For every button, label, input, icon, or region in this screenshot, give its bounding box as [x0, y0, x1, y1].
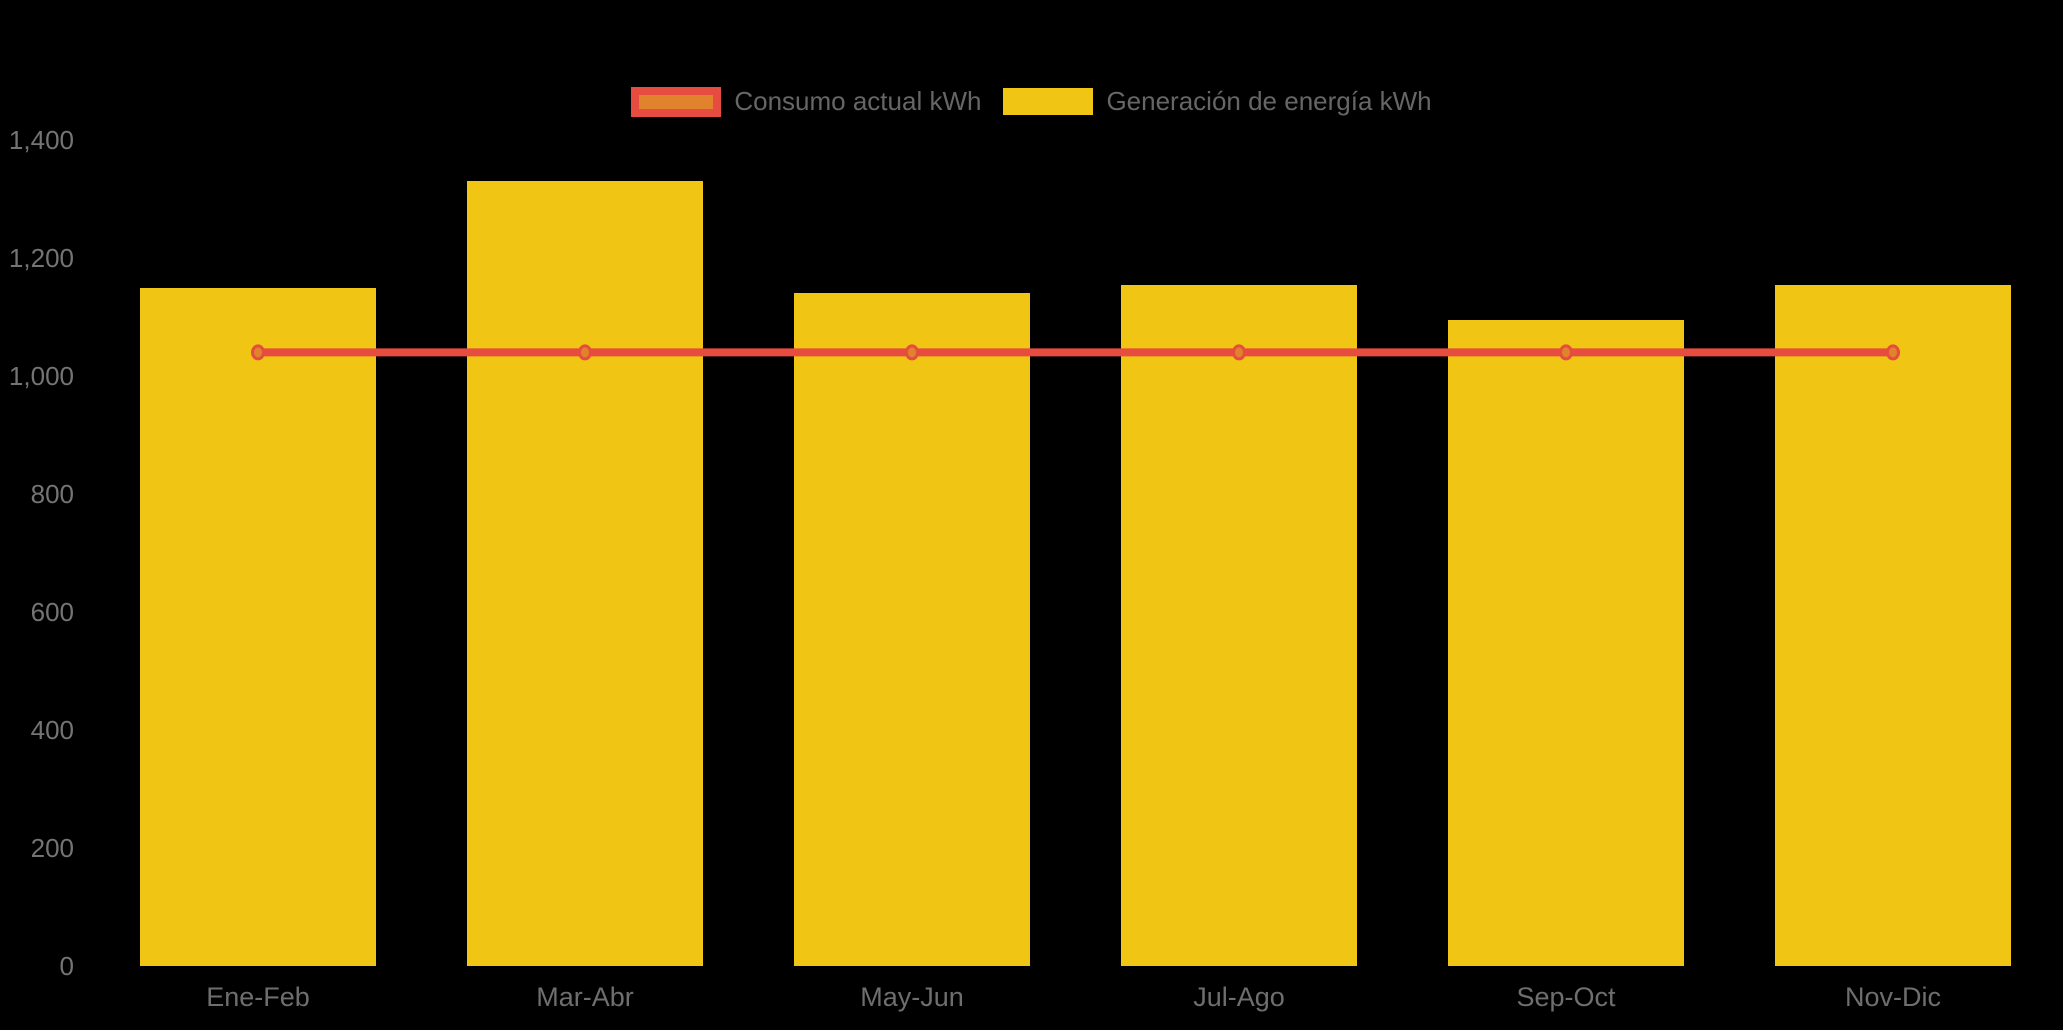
line-point-ene-feb[interactable]: [251, 344, 265, 361]
bar-jul-ago[interactable]: [1121, 284, 1357, 966]
y-tick-0: 0: [59, 951, 74, 981]
line-point-jul-ago[interactable]: [1232, 344, 1246, 361]
y-tick-1000: 1,000: [8, 361, 74, 391]
x-tick-nov-dic: Nov-Dic: [1844, 982, 1941, 1012]
legend-label: Consumo actual kWh: [734, 86, 982, 116]
x-tick-jul-ago: Jul-Ago: [1193, 982, 1285, 1012]
x-tick-may-jun: May-Jun: [860, 982, 964, 1012]
line-point-may-jun[interactable]: [905, 344, 919, 361]
chart-legend: Consumo actual kWh Generación de energía …: [0, 86, 2063, 117]
x-tick-sep-oct: Sep-Oct: [1516, 982, 1616, 1012]
y-tick-600: 600: [30, 597, 74, 627]
x-tick-ene-feb: Ene-Feb: [206, 982, 310, 1012]
x-tick-mar-abr: Mar-Abr: [536, 982, 634, 1012]
legend-item-generaci-n-de-energ-a-kwh[interactable]: Generación de energía kWh: [1003, 86, 1432, 117]
line-point-nov-dic[interactable]: [1886, 344, 1900, 361]
line-point-sep-oct[interactable]: [1559, 344, 1573, 361]
bar-sep-oct[interactable]: [1448, 319, 1684, 966]
legend-swatch-bar: [1003, 88, 1094, 115]
y-tick-400: 400: [30, 715, 74, 745]
y-tick-1200: 1,200: [8, 243, 74, 273]
line-point-mar-abr[interactable]: [578, 344, 592, 361]
legend-item-consumo-actual-kwh[interactable]: Consumo actual kWh: [631, 86, 981, 117]
bar-may-jun[interactable]: [794, 293, 1030, 966]
y-tick-800: 800: [30, 479, 74, 509]
bar-nov-dic[interactable]: [1775, 284, 2011, 966]
y-tick-1400: 1,400: [8, 125, 74, 155]
bar-mar-abr[interactable]: [467, 181, 703, 966]
bar-ene-feb[interactable]: [140, 287, 376, 966]
legend-swatch-line: [631, 86, 722, 117]
y-tick-200: 200: [30, 833, 74, 863]
legend-label: Generación de energía kWh: [1106, 86, 1432, 116]
